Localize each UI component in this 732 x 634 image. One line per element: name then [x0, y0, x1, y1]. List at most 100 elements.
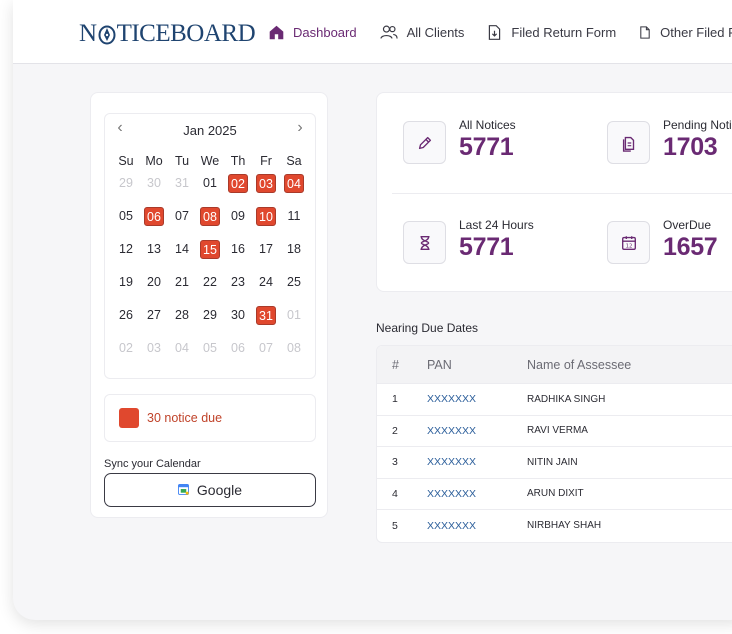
calendar-day[interactable]: 06: [224, 339, 252, 372]
calendar-day[interactable]: 08: [280, 339, 308, 372]
stat-pending-notices[interactable]: Pending Notices 1703: [607, 118, 732, 164]
calendar-day[interactable]: 28: [168, 306, 196, 339]
google-calendar-icon: [177, 482, 189, 498]
stat-overdue[interactable]: 12 OverDue 1657: [607, 218, 718, 264]
weekday-header-row: Su Mo Tu We Th Fr Sa: [112, 154, 308, 174]
noticeboard-logo[interactable]: N TICEBOARD: [79, 20, 256, 48]
calendar-day[interactable]: 04: [168, 339, 196, 372]
calendar-day[interactable]: 14: [168, 240, 196, 273]
svg-text:12: 12: [625, 243, 632, 249]
calendar-day[interactable]: 30: [224, 306, 252, 339]
calendar-day[interactable]: 19: [112, 273, 140, 306]
column-header-name: Name of Assessee: [527, 357, 632, 372]
stat-last-24-hours[interactable]: Last 24 Hours 5771: [403, 218, 534, 264]
calendar-day-due[interactable]: 03: [252, 174, 280, 207]
table-row[interactable]: 1 XXXXXXX RADHIKA SINGH: [377, 384, 732, 416]
pan-link[interactable]: XXXXXXX: [427, 393, 477, 406]
table-row[interactable]: 5 XXXXXXX NIRBHAY SHAH: [377, 510, 732, 542]
nav-filed-return-form[interactable]: Filed Return Form: [486, 24, 616, 41]
calendar-day[interactable]: 07: [252, 339, 280, 372]
calendar-day[interactable]: 03: [140, 339, 168, 372]
calendar-day[interactable]: 18: [280, 240, 308, 273]
calendar-day[interactable]: 02: [112, 339, 140, 372]
row-index: 1: [392, 393, 398, 406]
weekday-label: Tu: [174, 154, 190, 168]
nav-all-clients[interactable]: All Clients: [379, 24, 465, 41]
calendar-day[interactable]: 01: [196, 174, 224, 207]
calendar-day-number: 02: [228, 174, 248, 193]
calendar-day-number: 10: [256, 207, 276, 226]
calendar-day[interactable]: 05: [196, 339, 224, 372]
calendar-week-row: 05 06 07 08 09 10 11: [112, 207, 308, 240]
calendar-day-number: 25: [287, 275, 301, 289]
calendar-month-label: Jan 2025: [183, 122, 237, 138]
stat-last-24-hours-label: Last 24 Hours: [459, 218, 534, 232]
calendar-day[interactable]: 24: [252, 273, 280, 306]
weekday-label: Mo: [145, 154, 163, 168]
calendar-day-due[interactable]: 04: [280, 174, 308, 207]
calendar-day-number: 30: [231, 308, 245, 322]
calendar-day-number: 07: [175, 209, 189, 223]
calendar-day[interactable]: 09: [224, 207, 252, 240]
calendar-day[interactable]: 27: [140, 306, 168, 339]
table-row[interactable]: 4 XXXXXXX ARUN DIXIT: [377, 479, 732, 510]
stats-divider: [392, 193, 732, 194]
calendar-day-number: 31: [256, 306, 276, 325]
calendar-day[interactable]: 16: [224, 240, 252, 273]
chevron-right-icon[interactable]: ›: [297, 119, 303, 136]
calendar-day[interactable]: 11: [280, 207, 308, 240]
row-index: 3: [392, 456, 398, 469]
top-navigation-bar: N TICEBOARD Dashboard All Clients: [13, 0, 732, 64]
stat-all-notices[interactable]: All Notices 5771: [403, 118, 516, 164]
stat-overdue-label: OverDue: [663, 218, 712, 232]
calendar-day[interactable]: 30: [140, 174, 168, 207]
calendar-day-due[interactable]: 15: [196, 240, 224, 273]
assessee-name: RAVI VERMA: [527, 425, 588, 437]
stat-pending-notices-label: Pending Notices: [663, 118, 732, 132]
calendar-day[interactable]: 29: [112, 174, 140, 207]
calendar-day-number: 23: [231, 275, 245, 289]
calendar-day-number: 11: [287, 209, 301, 223]
calendar-week-row: 12 13 14 15 16 17 18: [112, 240, 308, 273]
calendar-day-due[interactable]: 08: [196, 207, 224, 240]
nav-other-filed-form[interactable]: Other Filed Form: [638, 24, 732, 41]
calendar-day[interactable]: 01: [280, 306, 308, 339]
calendar-day[interactable]: 29: [196, 306, 224, 339]
calendar-day[interactable]: 07: [168, 207, 196, 240]
calendar-day-due[interactable]: 31: [252, 306, 280, 339]
calendar-day[interactable]: 17: [252, 240, 280, 273]
calendar-day-number: 04: [284, 174, 304, 193]
calendar-day-due[interactable]: 10: [252, 207, 280, 240]
pan-link[interactable]: XXXXXXX: [427, 424, 477, 437]
calendar-grid: Su Mo Tu We Th Fr Sa 29 30 31 01 02 03 04 05 06 07 08 09 10…: [112, 154, 308, 372]
calendar-day-number: 30: [147, 176, 161, 190]
table-row[interactable]: 3 XXXXXXX NITIN JAIN: [377, 447, 732, 479]
pan-link[interactable]: XXXXXXX: [427, 519, 477, 532]
calendar-day-number: 26: [119, 308, 133, 322]
pan-link[interactable]: XXXXXXX: [427, 487, 477, 500]
calendar-day[interactable]: 22: [196, 273, 224, 306]
calendar-day[interactable]: 21: [168, 273, 196, 306]
calendar-day-due[interactable]: 02: [224, 174, 252, 207]
calendar-day[interactable]: 31: [168, 174, 196, 207]
calendar-day[interactable]: 26: [112, 306, 140, 339]
calendar-day[interactable]: 12: [112, 240, 140, 273]
nav-dashboard[interactable]: Dashboard: [268, 24, 357, 41]
calendar-week-row: 29 30 31 01 02 03 04: [112, 174, 308, 207]
chevron-left-icon[interactable]: ‹: [117, 119, 123, 136]
table-row[interactable]: 2 XXXXXXX RAVI VERMA: [377, 416, 732, 447]
calendar-day[interactable]: 25: [280, 273, 308, 306]
calendar-day-number: 20: [147, 275, 161, 289]
column-header-pan: PAN: [427, 357, 452, 372]
calendar-day-due[interactable]: 06: [140, 207, 168, 240]
google-sync-button[interactable]: Google: [104, 473, 316, 507]
calendar-day[interactable]: 13: [140, 240, 168, 273]
calendar-day[interactable]: 05: [112, 207, 140, 240]
nav-dashboard-label: Dashboard: [293, 25, 357, 40]
calendar-day[interactable]: 23: [224, 273, 252, 306]
calendar-day-number: 31: [175, 176, 189, 190]
pan-link[interactable]: XXXXXXX: [427, 456, 477, 469]
calendar-day[interactable]: 20: [140, 273, 168, 306]
nav-all-clients-label: All Clients: [406, 25, 465, 40]
calendar-day-number: 05: [203, 341, 217, 355]
